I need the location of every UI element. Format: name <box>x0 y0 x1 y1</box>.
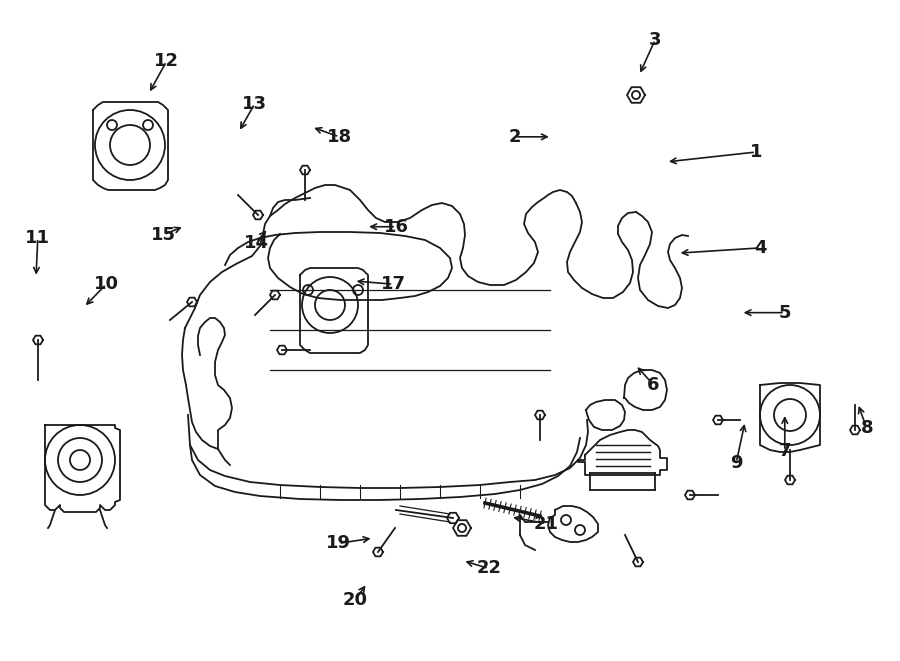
Text: 19: 19 <box>326 534 351 553</box>
Text: 1: 1 <box>750 143 762 161</box>
Text: 16: 16 <box>383 217 409 236</box>
Text: 21: 21 <box>534 514 559 533</box>
Text: 17: 17 <box>381 275 406 293</box>
Text: 6: 6 <box>647 375 660 394</box>
Text: 14: 14 <box>244 233 269 252</box>
Text: 8: 8 <box>860 419 873 438</box>
Text: 10: 10 <box>94 275 119 293</box>
Text: 7: 7 <box>778 442 791 460</box>
Text: 18: 18 <box>327 128 352 146</box>
Text: 20: 20 <box>343 590 368 609</box>
Text: 9: 9 <box>730 453 742 472</box>
Text: 13: 13 <box>242 95 267 113</box>
Text: 12: 12 <box>154 52 179 71</box>
Text: 3: 3 <box>649 30 662 49</box>
Text: 5: 5 <box>778 303 791 322</box>
Text: 15: 15 <box>151 225 176 244</box>
Text: 22: 22 <box>476 559 501 578</box>
Text: 4: 4 <box>754 239 767 257</box>
Text: 11: 11 <box>25 229 50 247</box>
Text: 2: 2 <box>508 128 521 146</box>
